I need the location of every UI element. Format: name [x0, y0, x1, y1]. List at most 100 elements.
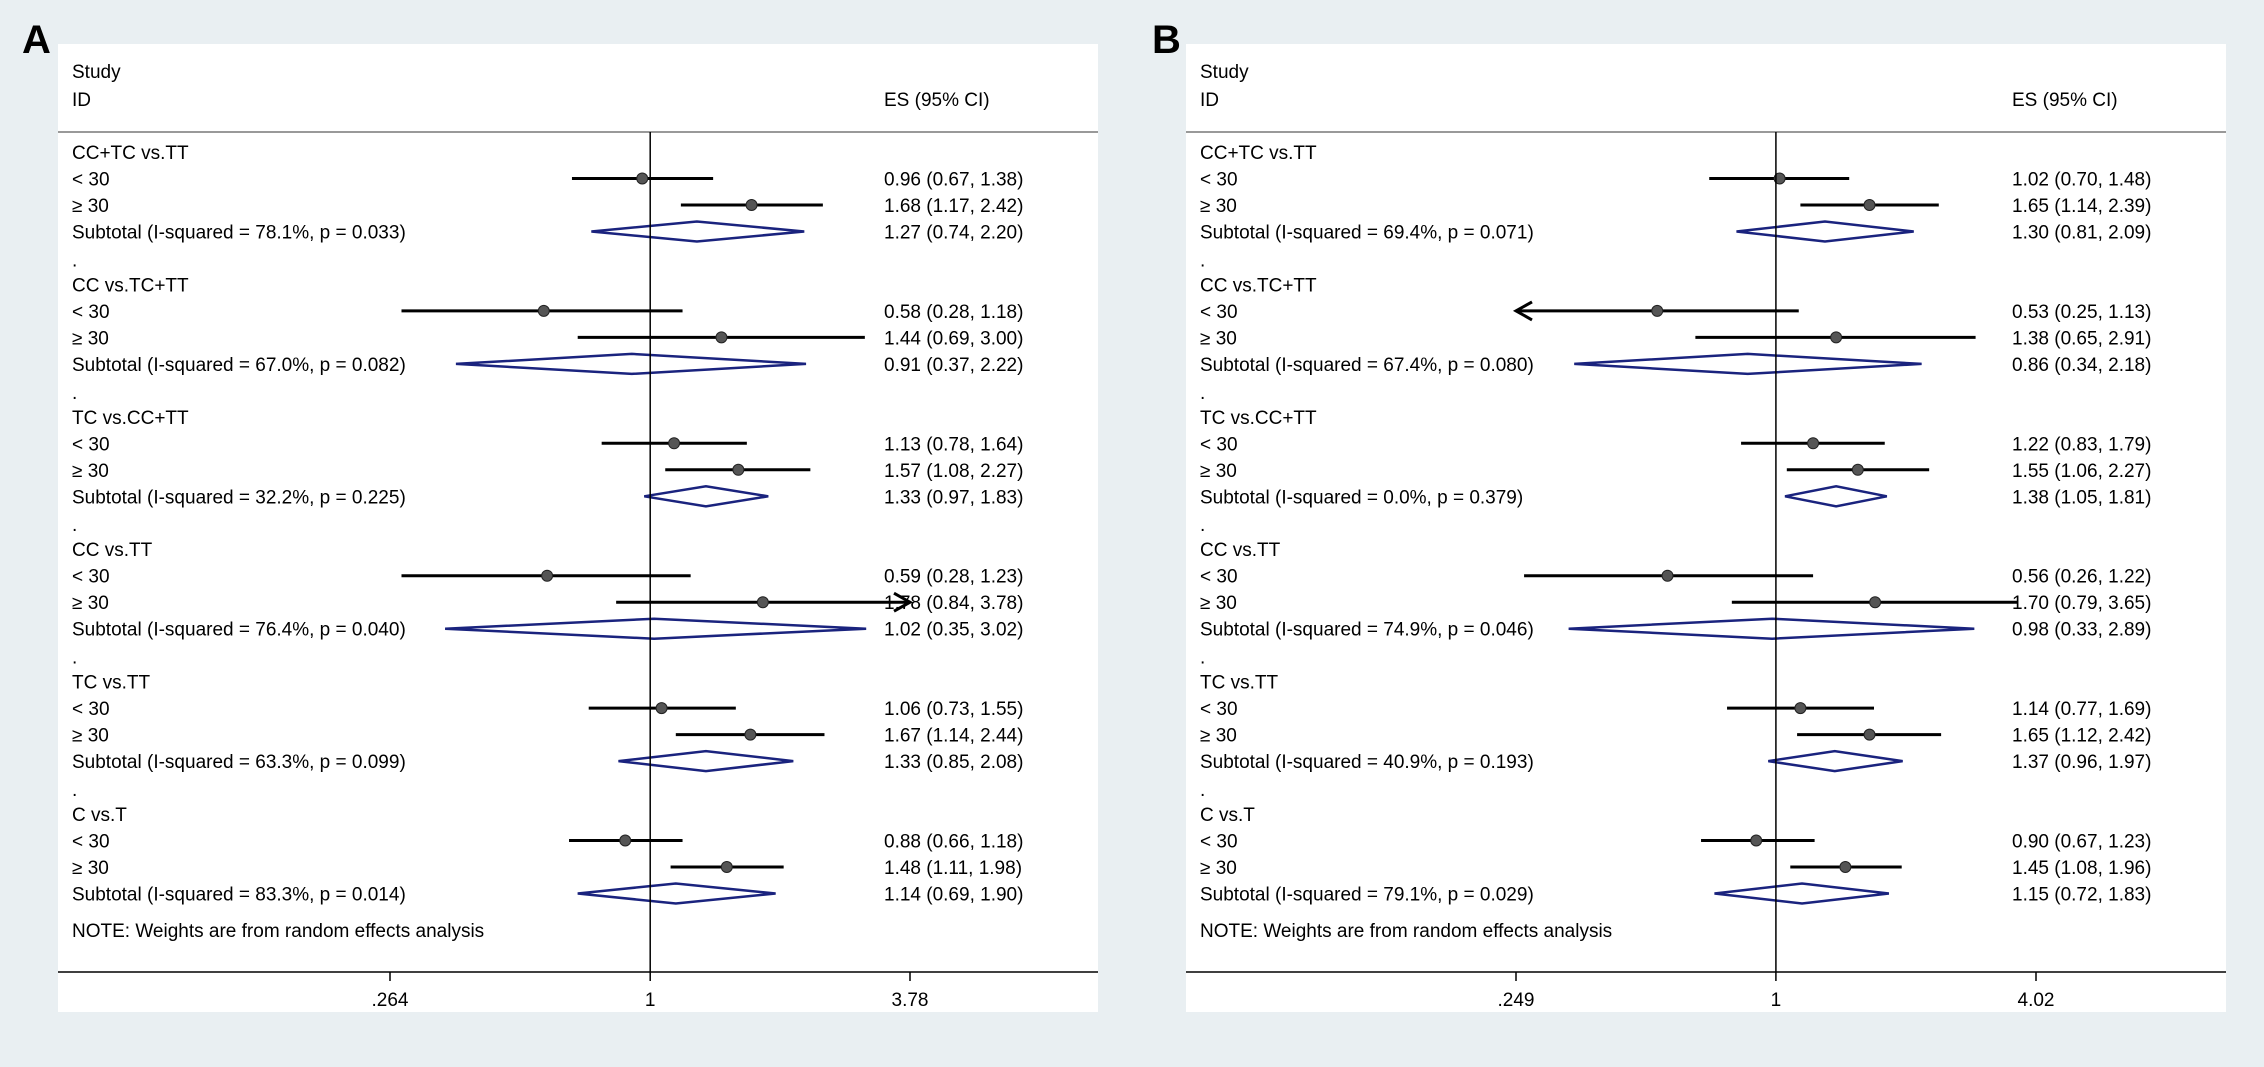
point-estimate	[1869, 596, 1882, 609]
subtotal-label: Subtotal (I-squared = 67.4%, p = 0.080)	[1200, 355, 1534, 376]
row-label: < 30	[1200, 170, 1238, 191]
group-heading: CC+TC vs.TT	[72, 143, 189, 164]
group-heading: C vs.T	[1200, 805, 1255, 826]
row-label: ≥ 30	[1200, 858, 1237, 879]
point-estimate	[720, 861, 733, 873]
row-label: ≥ 30	[1200, 461, 1237, 482]
subtotal-es-ci: 1.30 (0.81, 2.09)	[2012, 223, 2151, 244]
forest-plot-b: Study ID ES (95% CI) CC+TC vs.TT < 30 1.02 (0…	[1186, 44, 2226, 1012]
panel-b-label: B	[1152, 18, 1181, 62]
point-estimate	[668, 437, 681, 450]
row-es-ci: 1.78 (0.84, 3.78)	[884, 593, 1023, 614]
row-label: < 30	[72, 434, 110, 455]
x-tick-label: .249	[1498, 990, 1535, 1011]
row-label: ≥ 30	[1200, 328, 1237, 349]
row-label: ≥ 30	[1200, 196, 1237, 217]
row-label: < 30	[1200, 567, 1238, 588]
point-estimate	[1773, 172, 1786, 185]
subtotal-diamond	[1784, 485, 1888, 508]
group-heading: CC vs.TC+TT	[1200, 275, 1317, 296]
point-estimate	[1750, 834, 1763, 847]
row-es-ci: 1.38 (0.65, 2.91)	[2012, 328, 2151, 349]
point-estimate	[619, 834, 632, 847]
point-estimate	[1651, 304, 1664, 317]
row-label: < 30	[1200, 302, 1238, 323]
forest-plot-b-svg: Study ID ES (95% CI) CC+TC vs.TT < 30 1.02 (0…	[1186, 62, 2226, 1011]
row-es-ci: 1.14 (0.77, 1.69)	[2012, 699, 2151, 720]
x-tick-label: 3.78	[892, 990, 929, 1011]
subtotal-diamond	[445, 617, 867, 640]
point-estimate	[636, 172, 649, 185]
group-heading: TC vs.CC+TT	[72, 408, 189, 429]
row-label: < 30	[1200, 434, 1238, 455]
subtotal-diamond	[591, 220, 805, 243]
subtotal-es-ci: 1.14 (0.69, 1.90)	[884, 885, 1023, 906]
point-estimate	[1863, 728, 1876, 741]
point-estimate	[715, 331, 728, 344]
row-es-ci: 0.58 (0.28, 1.18)	[884, 302, 1023, 323]
point-estimate	[537, 304, 550, 317]
subtotal-label: Subtotal (I-squared = 69.4%, p = 0.071)	[1200, 223, 1534, 244]
subtotal-diamond	[455, 352, 807, 376]
row-label: ≥ 30	[72, 328, 109, 349]
row-label: < 30	[72, 832, 110, 853]
point-estimate	[1839, 861, 1852, 873]
point-estimate	[1661, 569, 1674, 582]
row-label: ≥ 30	[72, 858, 109, 879]
group-separator-dot: .	[72, 648, 77, 669]
row-es-ci: 0.53 (0.25, 1.13)	[2012, 302, 2151, 323]
subtotal-label: Subtotal (I-squared = 0.0%, p = 0.379)	[1200, 487, 1523, 508]
row-es-ci: 1.13 (0.78, 1.64)	[884, 434, 1023, 455]
point-estimate	[732, 463, 745, 476]
row-es-ci: 1.65 (1.14, 2.39)	[2012, 196, 2151, 217]
point-estimate	[1794, 702, 1807, 715]
header-id: ID	[1200, 90, 1219, 111]
header-es: ES (95% CI)	[884, 90, 990, 111]
group-separator-dot: .	[72, 515, 77, 536]
point-estimate	[1863, 199, 1876, 211]
ci-arrow-right	[893, 591, 914, 613]
subtotal-es-ci: 1.02 (0.35, 3.02)	[884, 620, 1023, 641]
subtotal-diamond	[1574, 352, 1922, 376]
subtotal-diamond	[618, 749, 794, 773]
subtotal-label: Subtotal (I-squared = 78.1%, p = 0.033)	[72, 223, 406, 244]
header-id: ID	[72, 90, 91, 111]
row-label: ≥ 30	[72, 461, 109, 482]
subtotal-es-ci: 0.86 (0.34, 2.18)	[2012, 355, 2151, 376]
group-separator-dot: .	[72, 780, 77, 801]
point-estimate	[655, 702, 668, 715]
subtotal-es-ci: 1.33 (0.97, 1.83)	[884, 487, 1023, 508]
row-es-ci: 1.68 (1.17, 2.42)	[884, 196, 1023, 217]
subtotal-es-ci: 0.91 (0.37, 2.22)	[884, 355, 1023, 376]
header-es: ES (95% CI)	[2012, 90, 2118, 111]
point-estimate	[1851, 463, 1864, 476]
row-es-ci: 0.96 (0.67, 1.38)	[884, 170, 1023, 191]
row-label: < 30	[72, 170, 110, 191]
weights-note: NOTE: Weights are from random effects an…	[72, 921, 484, 942]
row-es-ci: 1.65 (1.12, 2.42)	[2012, 726, 2151, 747]
group-separator-dot: .	[72, 250, 77, 271]
group-separator-dot: .	[1200, 383, 1205, 404]
group-heading: TC vs.CC+TT	[1200, 408, 1317, 429]
x-tick-label: 1	[645, 990, 656, 1011]
row-es-ci: 1.44 (0.69, 3.00)	[884, 328, 1023, 349]
subtotal-label: Subtotal (I-squared = 79.1%, p = 0.029)	[1200, 885, 1534, 906]
header-study: Study	[72, 62, 121, 83]
subtotal-diamond	[644, 485, 769, 508]
subtotal-diamond	[1736, 220, 1914, 243]
x-tick-label: .264	[372, 990, 409, 1011]
row-es-ci: 1.48 (1.11, 1.98)	[884, 858, 1022, 879]
header-study: Study	[1200, 62, 1249, 83]
row-es-ci: 1.22 (0.83, 1.79)	[2012, 434, 2151, 455]
group-separator-dot: .	[1200, 515, 1205, 536]
row-label: ≥ 30	[1200, 726, 1237, 747]
row-label: ≥ 30	[72, 593, 109, 614]
subtotal-label: Subtotal (I-squared = 83.3%, p = 0.014)	[72, 885, 406, 906]
row-es-ci: 1.67 (1.14, 2.44)	[884, 726, 1023, 747]
row-es-ci: 1.06 (0.73, 1.55)	[884, 699, 1023, 720]
row-label: ≥ 30	[72, 726, 109, 747]
subtotal-label: Subtotal (I-squared = 74.9%, p = 0.046)	[1200, 620, 1534, 641]
group-heading: C vs.T	[72, 805, 127, 826]
point-estimate	[541, 569, 554, 582]
row-label: < 30	[1200, 832, 1238, 853]
